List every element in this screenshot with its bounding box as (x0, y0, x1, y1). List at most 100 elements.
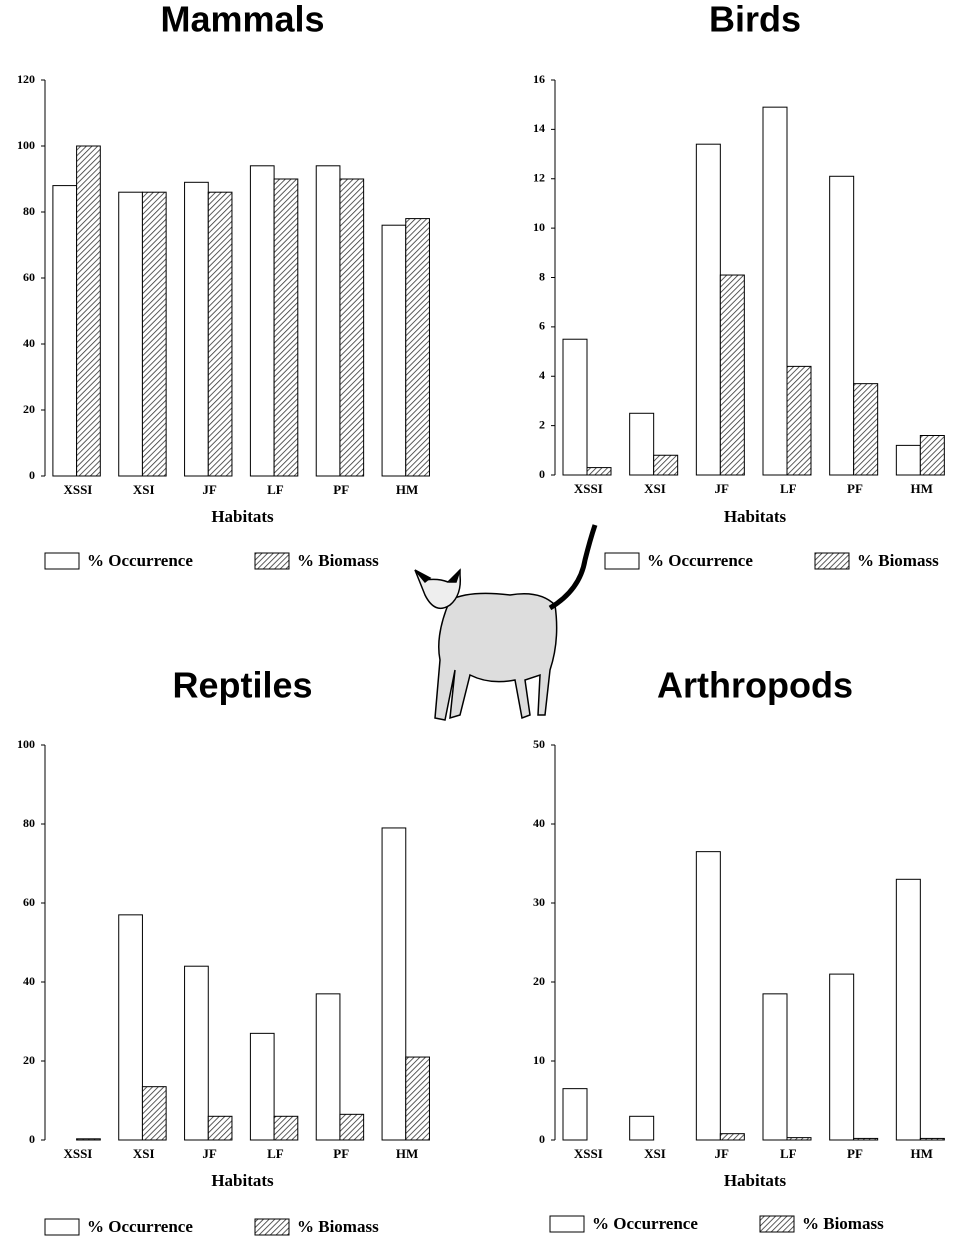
x-tick-label: JF (202, 1146, 217, 1161)
x-axis-label: Habitats (211, 1171, 274, 1190)
bar (184, 965, 209, 1141)
bar (339, 178, 365, 477)
bar (562, 338, 588, 476)
x-tick-label: LF (780, 1146, 797, 1161)
x-axis-label: Habitats (724, 1171, 787, 1190)
x-tick-label: JF (202, 482, 217, 497)
y-tick-label: 14 (533, 121, 545, 135)
bar (853, 1137, 879, 1141)
y-tick-label: 0 (539, 1132, 545, 1146)
bar (273, 1115, 299, 1141)
y-tick-label: 30 (533, 895, 545, 909)
y-tick-label: 80 (23, 204, 35, 218)
legend-label: % Biomass (857, 551, 939, 570)
bar (184, 181, 209, 477)
x-tick-label: XSSI (574, 1146, 603, 1161)
y-tick-label: 12 (533, 171, 545, 185)
x-tick-label: LF (780, 481, 797, 496)
y-tick-label: 0 (539, 467, 545, 481)
legend-swatch (549, 1215, 585, 1233)
bar (52, 185, 78, 477)
legend-label: % Biomass (802, 1214, 884, 1233)
bar (118, 191, 143, 477)
legend-label: % Biomass (297, 551, 379, 570)
x-tick-label: XSI (644, 481, 666, 496)
bar (719, 274, 745, 476)
y-tick-label: 6 (539, 319, 545, 333)
bar (76, 1138, 101, 1141)
bar (76, 145, 101, 477)
bar (339, 1113, 365, 1141)
bar (141, 1086, 167, 1141)
legend-swatch (44, 1218, 80, 1236)
bar (405, 218, 430, 477)
legend-swatch (604, 552, 640, 570)
y-tick-label: 8 (539, 269, 545, 283)
bar (786, 1137, 812, 1141)
chart-title: Arthropods (657, 665, 853, 706)
x-tick-label: XSSI (63, 482, 92, 497)
y-tick-label: 0 (29, 1132, 35, 1146)
bar (919, 1137, 945, 1141)
legend-swatch (814, 552, 850, 570)
legend-swatch (254, 1218, 290, 1236)
legend-swatch (44, 552, 80, 570)
y-tick-label: 20 (23, 1053, 35, 1067)
x-tick-label: LF (267, 482, 284, 497)
legend-label: % Occurrence (87, 1217, 193, 1236)
bar (207, 191, 233, 477)
x-tick-label: JF (714, 481, 729, 496)
x-axis-label: Habitats (724, 507, 787, 526)
legend-swatch (254, 552, 290, 570)
y-tick-label: 120 (17, 72, 35, 86)
y-tick-label: 80 (23, 816, 35, 830)
bar (786, 365, 812, 476)
y-tick-label: 50 (533, 737, 545, 751)
legend-label: % Occurrence (592, 1214, 698, 1233)
bar (207, 1115, 233, 1141)
x-tick-label: JF (714, 1146, 729, 1161)
bar (695, 851, 721, 1141)
y-tick-label: 10 (533, 1053, 545, 1067)
x-tick-label: HM (396, 482, 418, 497)
bar (586, 467, 612, 476)
bar (719, 1133, 745, 1141)
bar (381, 827, 407, 1141)
bar (629, 412, 655, 476)
bar (405, 1056, 430, 1141)
y-tick-label: 60 (23, 270, 35, 284)
x-tick-label: PF (333, 1146, 349, 1161)
y-tick-label: 40 (533, 816, 545, 830)
bar (141, 191, 167, 477)
legend-swatch (759, 1215, 795, 1233)
chart-title: Birds (709, 0, 801, 40)
y-tick-label: 20 (23, 402, 35, 416)
y-tick-label: 40 (23, 336, 35, 350)
bar (273, 178, 299, 477)
y-tick-label: 60 (23, 895, 35, 909)
legend-label: % Biomass (297, 1217, 379, 1236)
x-tick-label: LF (267, 1146, 284, 1161)
legend-label: % Occurrence (647, 551, 753, 570)
y-tick-label: 20 (533, 974, 545, 988)
x-tick-label: XSSI (63, 1146, 92, 1161)
bar (695, 143, 721, 476)
x-tick-label: PF (847, 481, 863, 496)
bar (249, 165, 275, 477)
y-tick-label: 0 (29, 468, 35, 482)
y-tick-label: 100 (17, 138, 35, 152)
bar (629, 1115, 655, 1141)
y-tick-label: 16 (533, 72, 545, 86)
bar (653, 454, 679, 476)
bar (919, 435, 945, 476)
bar (249, 1032, 275, 1141)
y-tick-label: 40 (23, 974, 35, 988)
bar (829, 175, 855, 476)
bar (762, 106, 788, 476)
bar (853, 383, 879, 476)
x-tick-label: XSI (644, 1146, 666, 1161)
bar (829, 973, 855, 1141)
bar (895, 444, 921, 476)
